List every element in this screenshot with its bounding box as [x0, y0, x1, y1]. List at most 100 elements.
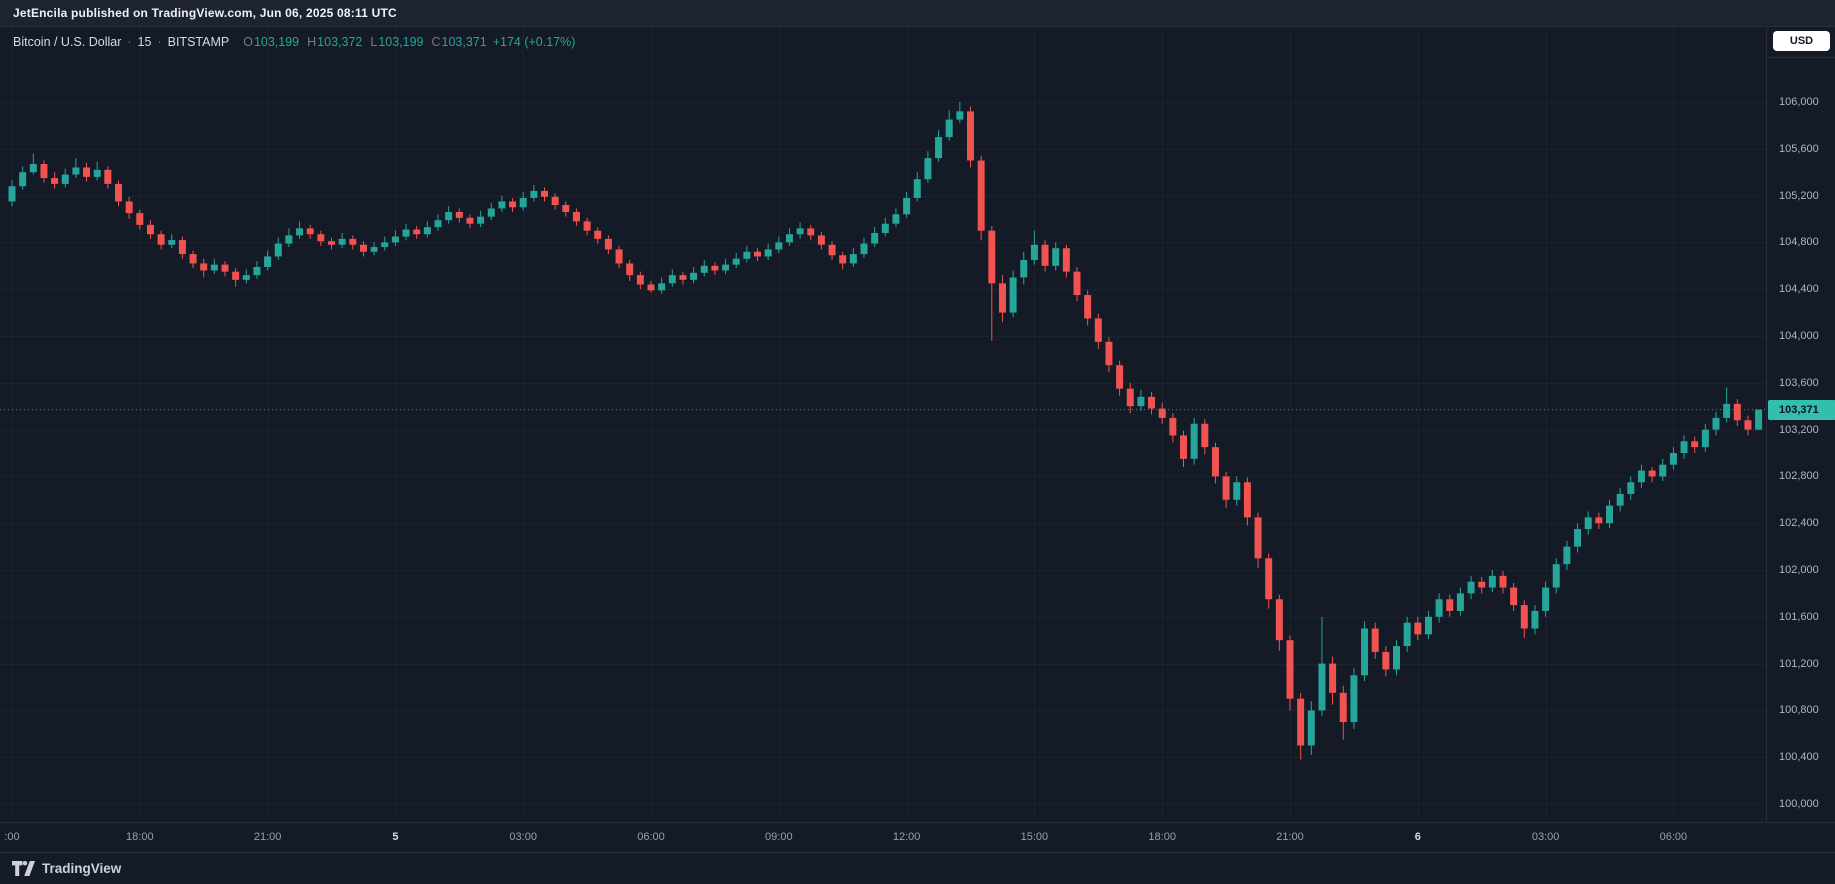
candle-body	[274, 243, 282, 257]
candle-body	[1393, 646, 1400, 670]
candle-body	[988, 230, 996, 284]
candle-body	[1190, 423, 1198, 459]
candle-body	[700, 265, 708, 273]
candle-body	[1563, 546, 1571, 565]
candle-body	[1297, 698, 1305, 746]
candle-body	[51, 178, 59, 184]
time-axis-label: 18:00	[126, 831, 154, 843]
legend-separator: ·	[127, 35, 132, 49]
interval-label: 15	[137, 35, 152, 49]
candle-body	[306, 228, 314, 235]
candle-body	[1510, 587, 1518, 606]
candle-body	[509, 201, 517, 208]
candle-body	[913, 179, 921, 198]
price-axis-label: 106,000	[1779, 96, 1819, 108]
candle-body	[1574, 529, 1582, 547]
candle-body	[732, 258, 740, 265]
candle-body	[1084, 295, 1092, 319]
candle-body	[1243, 482, 1251, 518]
currency-button[interactable]: USD	[1773, 31, 1830, 51]
candle-body	[1712, 417, 1720, 430]
close-readout: C103,371	[431, 35, 487, 49]
candle-body	[924, 158, 932, 180]
candle-body	[157, 234, 165, 245]
candle-body	[1680, 441, 1688, 453]
chart-plot-area[interactable]: Bitcoin / U.S. Dollar · 15 · BITSTAMP O1…	[0, 27, 1766, 822]
candle-body	[466, 217, 474, 224]
price-axis-label: 104,400	[1779, 283, 1819, 296]
candle-body	[93, 169, 101, 177]
low-readout: L103,199	[370, 35, 424, 49]
candle-body	[434, 220, 442, 228]
candle-body	[178, 240, 186, 255]
legend-separator: ·	[157, 35, 162, 49]
tradingview-logo-icon[interactable]	[12, 861, 35, 876]
candle-body	[349, 238, 357, 245]
candle-body	[1233, 482, 1241, 500]
time-axis-label: 15:00	[1020, 831, 1049, 843]
candle-body	[1584, 517, 1592, 530]
candle-body	[1062, 248, 1070, 272]
candle-body	[647, 284, 655, 291]
candle-body	[40, 164, 48, 179]
candle-body	[1180, 435, 1187, 459]
candle-body	[125, 201, 133, 214]
candle-body	[1350, 675, 1358, 723]
candle-body	[1627, 482, 1635, 494]
tradingview-flash-icon	[1740, 821, 1766, 822]
time-axis-label: 03:00	[509, 831, 537, 843]
candle-body	[445, 211, 453, 221]
candle-body	[1755, 409, 1763, 430]
candle-body	[61, 174, 69, 184]
candle-body	[328, 241, 335, 245]
candle-body	[935, 137, 943, 159]
last-price-tag: 103,371	[1768, 399, 1835, 420]
price-axis-label: 100,000	[1779, 798, 1819, 810]
candle-body	[1318, 663, 1326, 711]
candle-body	[839, 255, 847, 264]
candle-body	[690, 272, 698, 280]
candlestick-chart[interactable]	[0, 27, 1766, 822]
candle-body	[1531, 610, 1539, 629]
candle-body	[1254, 517, 1262, 559]
time-axis-label: 06:00	[637, 831, 665, 843]
price-axis-label: 100,800	[1779, 704, 1819, 717]
tradingview-brand[interactable]: TradingView	[42, 861, 122, 876]
price-axis-label: 105,200	[1779, 189, 1819, 202]
candle-body	[1616, 493, 1624, 506]
price-axis-label: 101,600	[1779, 610, 1819, 623]
candle-body	[807, 228, 815, 236]
grid-lines	[0, 27, 1766, 820]
candlesticks	[8, 102, 1763, 760]
candle-body	[8, 186, 16, 202]
candle-body	[317, 234, 325, 242]
time-scale[interactable]: :00 18:00 21:00 5 03:00 06:00 09:00 12:00 15:00 1…	[0, 822, 1835, 852]
candle-body	[1648, 470, 1656, 477]
candle-body	[1424, 616, 1432, 635]
price-scale[interactable]: USD 106,000 105,600 105,200 104,800 104,400 1…	[1766, 27, 1835, 822]
candle-body	[1158, 408, 1166, 418]
candle-body	[945, 119, 953, 138]
candle-body	[221, 264, 229, 272]
candle-body	[562, 204, 570, 212]
candle-body	[530, 190, 538, 198]
candle-body	[1723, 403, 1731, 418]
candle-body	[551, 196, 559, 205]
candle-body	[381, 242, 389, 248]
candle-body	[1595, 517, 1603, 524]
candle-body	[402, 229, 410, 237]
candle-body	[1052, 248, 1060, 266]
candle-body	[136, 213, 144, 225]
candle-body	[29, 164, 37, 173]
candle-body	[1456, 593, 1464, 611]
candle-body	[828, 244, 836, 256]
publish-bar: JetEncila published on TradingView.com, …	[0, 0, 1835, 27]
price-change: +174 (+0.17%)	[492, 35, 576, 49]
candle-body	[1382, 651, 1390, 670]
time-axis-label: 21:00	[1276, 831, 1304, 843]
candle-body	[242, 275, 250, 280]
candle-body	[1073, 271, 1081, 296]
candle-body	[1041, 244, 1049, 266]
candle-body	[785, 234, 793, 243]
symbol-name: Bitcoin / U.S. Dollar	[13, 35, 122, 49]
